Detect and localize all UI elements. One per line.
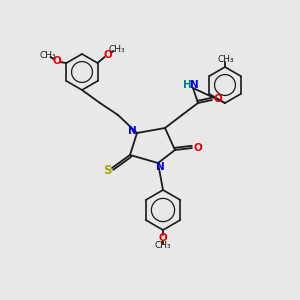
Text: CH₃: CH₃ xyxy=(218,55,234,64)
Text: H: H xyxy=(183,80,191,90)
Text: O: O xyxy=(52,56,61,66)
Text: O: O xyxy=(194,143,202,153)
Text: N: N xyxy=(128,126,136,136)
Text: O: O xyxy=(103,50,112,60)
Text: CH₃: CH₃ xyxy=(155,242,171,250)
Text: N: N xyxy=(156,162,164,172)
Text: O: O xyxy=(214,94,222,104)
Text: N: N xyxy=(190,80,198,90)
Text: CH₃: CH₃ xyxy=(39,52,56,61)
Text: S: S xyxy=(103,164,111,178)
Text: CH₃: CH₃ xyxy=(108,46,125,55)
Text: O: O xyxy=(159,233,167,243)
